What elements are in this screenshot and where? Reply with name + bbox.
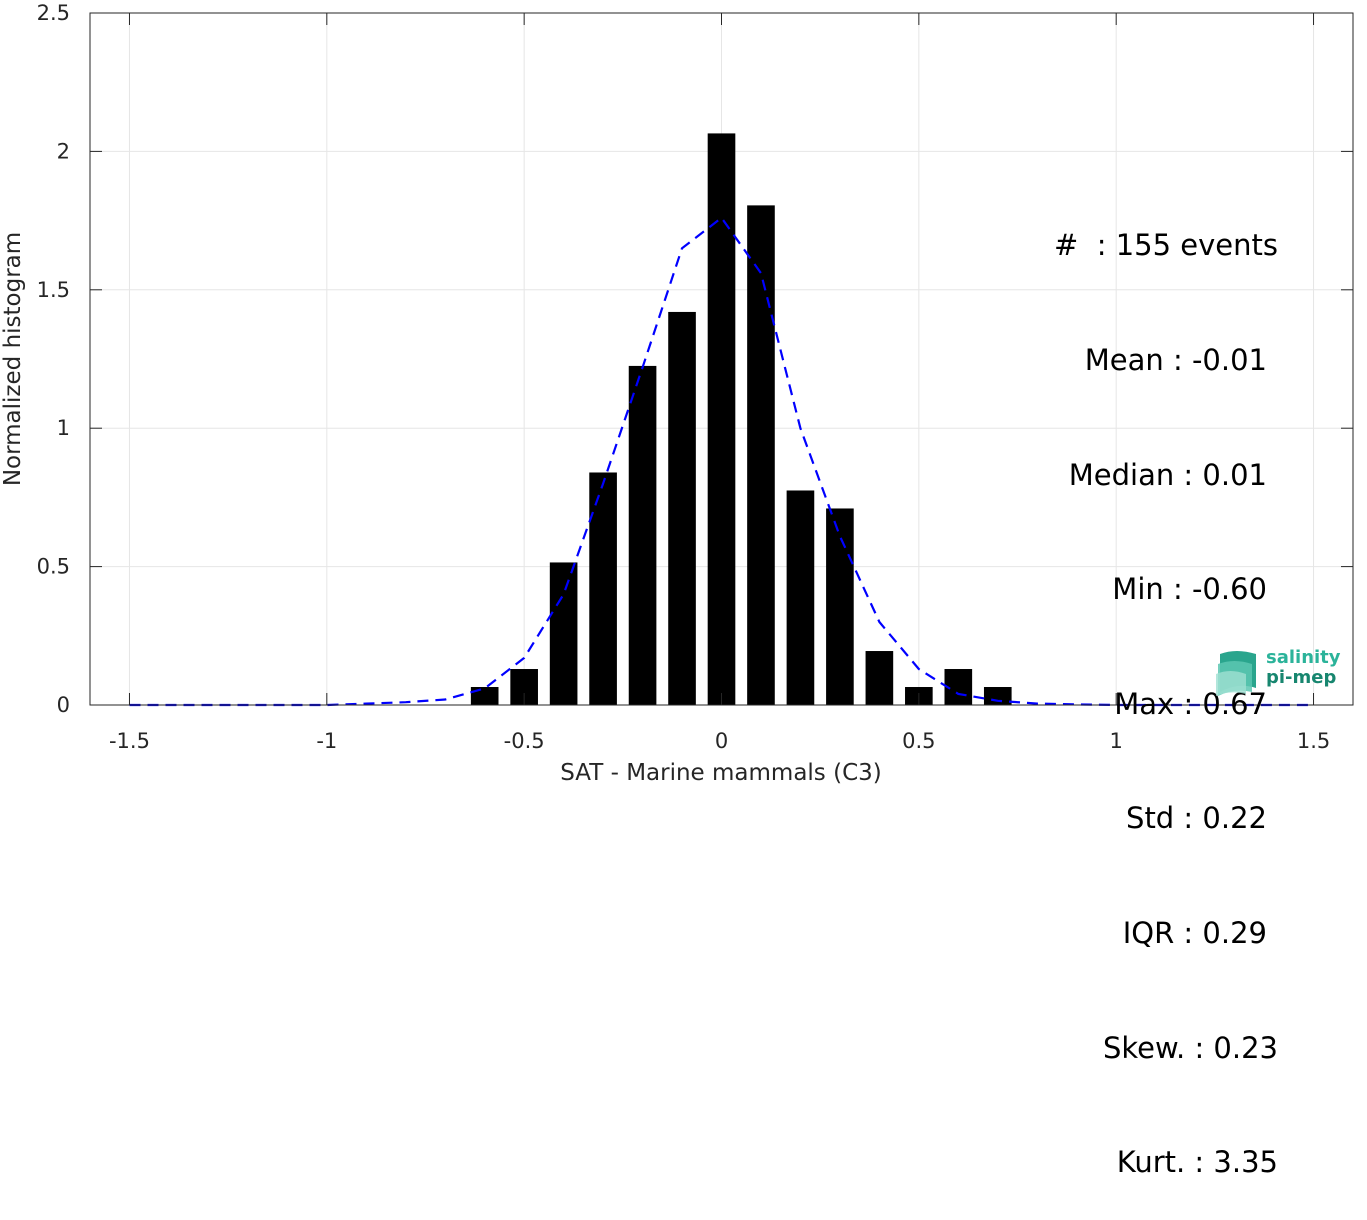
stat-kurt: Kurt. : 3.35 [1116,1145,1278,1180]
stat-median: Median : 0.01 [1068,457,1267,492]
y-tick-label: 2 [57,139,70,163]
wave-logo-icon [1216,651,1256,696]
stat-count: # : 155 events [1054,228,1278,263]
y-axis-label: Normalized histogram [0,232,26,486]
histogram-bar [983,687,1012,705]
y-tick-label: 0 [57,693,70,717]
logo-text: salinity pi-mep [1266,648,1341,688]
stat-iqr: IQR : 0.29 [1122,915,1267,950]
stat-mean: Mean : -0.01 [1084,343,1267,377]
y-tick-label: 1 [57,416,70,440]
stats-annotation: # : 155 events Mean : -0.01 Median : 0.0… [1054,150,1278,1220]
stat-max: Max : 0.67 [1114,686,1267,721]
stat-std: Std : 0.22 [1126,801,1267,836]
histogram-bar [549,562,578,705]
stat-skew: Skew. : 0.23 [1102,1030,1278,1065]
x-tick-label: 0.5 [902,729,935,753]
x-axis-label: SAT - Marine mammals (C3) [560,760,882,785]
x-tick-label: 1.5 [1297,729,1330,753]
histogram-bar [826,508,854,705]
histogram-bar [786,490,815,705]
histogram-bars [470,133,1012,705]
x-tick-label: -0.5 [504,729,545,753]
histogram-bar [470,687,499,705]
y-tick-label: 0.5 [37,555,70,579]
x-tick-label: 1 [1110,729,1123,753]
histogram-bar [668,311,696,705]
histogram-chart: -1.5 -1 -0.5 0 0.5 1 1.5 0 0.5 1 1.5 2 2.5 SAT - Mar… [0,1,1354,785]
x-tick-label: 0 [715,729,728,753]
histogram-bar [628,365,657,705]
x-tick-label: -1.5 [109,729,150,753]
y-tick-label: 1.5 [37,278,70,302]
logo-line2: pi-mep [1266,667,1337,688]
stat-min: Min : -0.60 [1112,572,1267,607]
x-tick-label: -1 [316,729,337,753]
histogram-bar [747,205,775,705]
y-tick-label: 2.5 [37,1,70,25]
histogram-bar [589,472,617,705]
logo-line1: salinity [1266,647,1341,668]
salinity-pi-mep-logo: salinity pi-mep [1216,646,1346,696]
histogram-bar [707,133,736,705]
axis-ticks: -1.5 -1 -0.5 0 0.5 1 1.5 0 0.5 1 1.5 2 2.5 [37,1,1353,753]
histogram-bar [865,651,894,705]
